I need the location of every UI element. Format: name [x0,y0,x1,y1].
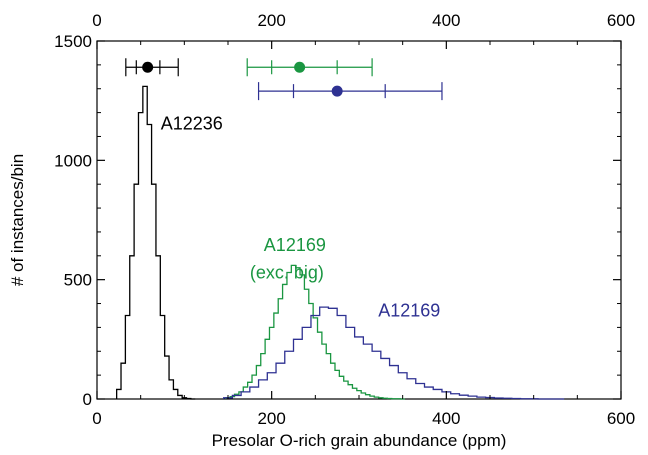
y-axis-title: # of instances/bin [8,154,27,286]
top-axis-tick-label: 0 [92,11,101,30]
error-bar-marker-2 [331,85,343,97]
x-tick-label: 0 [92,409,101,428]
error-bar-marker-1 [294,61,306,73]
series-annotation-3: A12169 [378,301,440,321]
x-tick-label: 200 [257,409,285,428]
histogram-series-1 [225,264,405,400]
x-tick-label: 600 [607,409,635,428]
series-annotation-2: (exc. big) [250,262,324,282]
y-tick-label: 500 [64,271,92,290]
error-bar-marker-0 [142,61,154,73]
top-axis-tick-label: 600 [607,11,635,30]
series-annotation-1: A12169 [264,235,326,255]
histogram-series-2 [222,306,565,400]
series-annotation-0: A12236 [161,113,223,133]
x-tick-label: 400 [432,409,460,428]
histogram-series-0 [116,85,196,400]
y-tick-label: 1000 [54,151,92,170]
plot-frame [96,40,622,400]
top-axis-tick-label: 200 [257,11,285,30]
x-axis-title: Presolar O-rich grain abundance (ppm) [212,431,507,450]
top-axis-tick-label: 400 [432,11,460,30]
y-tick-label: 1500 [54,32,92,51]
y-tick-label: 0 [83,390,92,409]
